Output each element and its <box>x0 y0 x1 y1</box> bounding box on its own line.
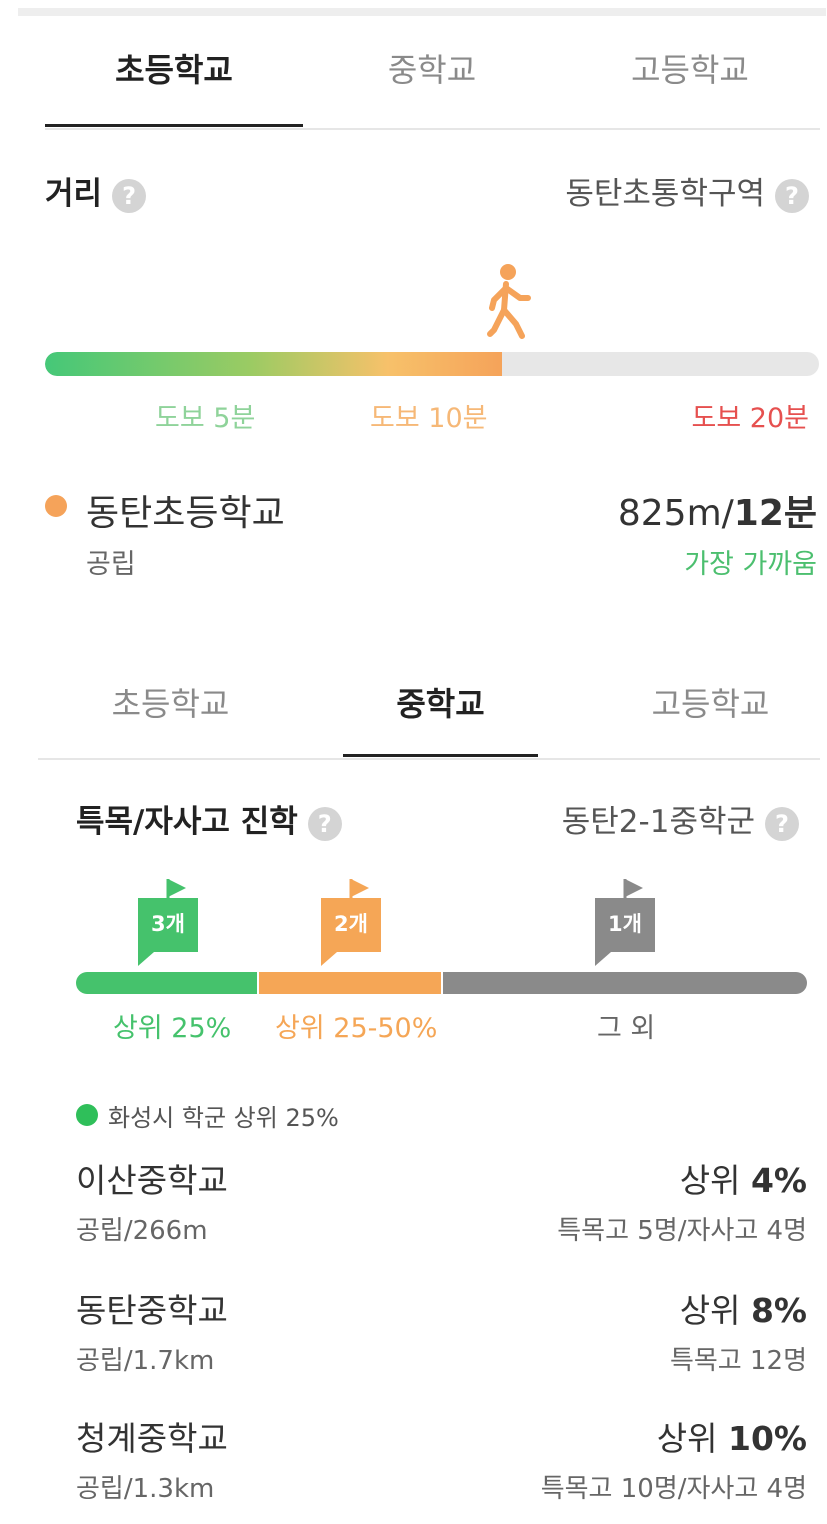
rank-segment-top25-50 <box>259 972 441 994</box>
flag-icon <box>595 879 655 966</box>
top-divider <box>18 8 826 16</box>
tab-middle[interactable]: 중학교 <box>343 682 538 758</box>
walk-time: 12분 <box>733 493 817 534</box>
school-zone: 동탄초통학구역? <box>565 168 809 213</box>
school-rank: 상위 10% <box>657 1412 807 1460</box>
school-level-tabs: 초등학교 중학교 고등학교 <box>45 48 820 130</box>
admission-title: 특목/자사고 진학 <box>76 804 298 840</box>
rank-prefix: 상위 <box>679 1291 751 1330</box>
flag-others: 1개 <box>595 876 657 970</box>
school-info: 공립/266m <box>76 1216 208 1246</box>
distance-bar <box>45 352 819 376</box>
tab-elementary[interactable]: 초등학교 <box>45 48 303 128</box>
school-rank: 상위 4% <box>680 1154 807 1202</box>
legend-dot <box>76 1104 98 1126</box>
school-name[interactable]: 동탄중학교 <box>76 1291 228 1330</box>
rank-value: 4% <box>750 1161 807 1200</box>
help-icon[interactable]: ? <box>307 806 342 841</box>
school-name[interactable]: 이산중학교 <box>76 1161 228 1200</box>
school-marker-dot <box>45 495 67 517</box>
walk-5-label: 도보 5분 <box>155 403 256 434</box>
help-icon[interactable]: ? <box>112 178 147 213</box>
rank-prefix: 상위 <box>656 1419 728 1458</box>
tab-high[interactable]: 고등학교 <box>631 51 749 89</box>
admission-header: 특목/자사고 진학? <box>76 796 342 841</box>
school-detail: 특목고 5명/자사고 4명 <box>557 1216 807 1246</box>
flag-top25-50: 2개 <box>321 876 383 970</box>
school-district-label: 동탄2-1중학군 <box>561 804 755 840</box>
walk-10-label: 도보 10분 <box>370 403 488 434</box>
school-detail: 특목고 12명 <box>669 1346 807 1376</box>
walking-person-icon <box>487 264 531 339</box>
school-zone-label: 동탄초통학구역 <box>565 176 765 212</box>
rank-label-top25-50: 상위 25-50% <box>275 1013 438 1044</box>
school-rank: 상위 8% <box>680 1284 807 1332</box>
rank-segment-top25 <box>76 972 257 994</box>
rank-label-others: 그 외 <box>597 1013 656 1044</box>
school-level-tabs-2: 초등학교 중학교 고등학교 <box>38 682 820 760</box>
flag-count: 3개 <box>151 912 185 936</box>
nearest-badge: 가장 가까움 <box>684 549 817 580</box>
distance-title: 거리 <box>45 176 103 212</box>
distance-header: 거리? <box>45 168 147 213</box>
walk-20-label: 도보 20분 <box>691 403 809 434</box>
rank-value: 10% <box>728 1419 807 1458</box>
tab-middle[interactable]: 중학교 <box>387 51 477 89</box>
school-info: 공립/1.3km <box>76 1474 215 1504</box>
flag-count: 2개 <box>334 912 368 936</box>
elementary-school-name[interactable]: 동탄초등학교 <box>86 493 285 534</box>
flag-top25: 3개 <box>138 876 200 970</box>
flag-count: 1개 <box>608 912 642 936</box>
flag-icon <box>321 879 381 966</box>
elementary-distance: 825m/12분 <box>618 484 817 536</box>
distance-bar-fill <box>45 352 502 376</box>
help-icon[interactable]: ? <box>775 178 809 213</box>
flag-icon <box>138 879 198 966</box>
help-icon[interactable]: ? <box>765 806 799 841</box>
tab-elementary[interactable]: 초등학교 <box>111 685 230 723</box>
school-district: 동탄2-1중학군? <box>562 796 799 841</box>
legend-label: 화성시 학군 상위 25% <box>108 1104 339 1132</box>
school-info: 공립/1.7km <box>76 1346 215 1376</box>
tab-high[interactable]: 고등학교 <box>651 685 770 723</box>
school-name[interactable]: 청계중학교 <box>76 1419 228 1458</box>
school-detail: 특목고 10명/자사고 4명 <box>540 1474 807 1504</box>
rank-prefix: 상위 <box>679 1161 751 1200</box>
rank-label-top25: 상위 25% <box>113 1013 232 1044</box>
rank-segment-others <box>443 972 807 994</box>
rank-value: 8% <box>750 1291 807 1330</box>
distance-value: 825m/ <box>617 493 734 534</box>
elementary-school-type: 공립 <box>86 549 136 580</box>
